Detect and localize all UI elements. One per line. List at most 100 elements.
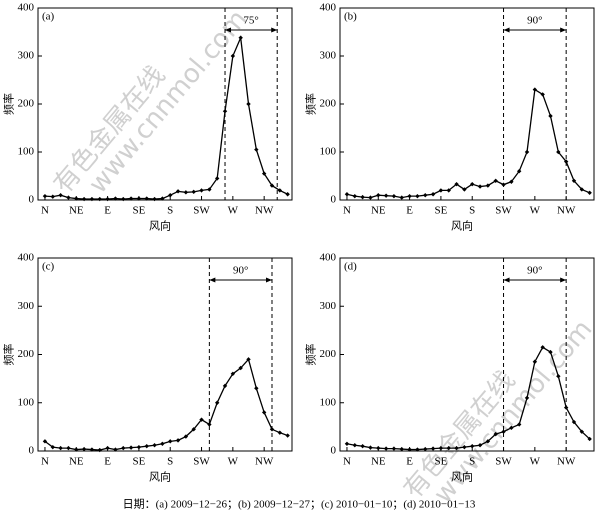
data-point [352, 193, 357, 199]
data-point [254, 147, 259, 152]
data-point [516, 422, 522, 427]
data-point [579, 187, 585, 192]
data-line [44, 358, 288, 451]
data-point [344, 441, 350, 446]
data-point [66, 195, 71, 200]
data-point [509, 179, 514, 184]
x-tick-label: SE [434, 205, 447, 217]
x-tick-label: SE [132, 205, 145, 217]
y-tick-label: 0 [29, 445, 35, 457]
data-point [462, 187, 467, 192]
data-point [97, 196, 102, 202]
data-point [524, 149, 530, 155]
data-point [199, 188, 204, 193]
sector-label: 90° [527, 15, 542, 27]
y-tick-label: 0 [29, 194, 35, 206]
data-point [571, 178, 577, 183]
y-tick-label: 100 [18, 146, 35, 158]
data-point [587, 190, 592, 195]
data-point [277, 188, 283, 193]
data-point [144, 196, 149, 201]
x-tick-label: NE [69, 456, 84, 468]
data-point [391, 446, 397, 451]
data-point [438, 188, 444, 193]
data-point [285, 433, 290, 438]
data-point [548, 113, 553, 119]
data-point [128, 196, 134, 201]
data-point [532, 87, 538, 92]
data-point [485, 183, 491, 188]
data-point [42, 439, 48, 444]
data-point [454, 445, 459, 451]
panel-label: (d) [344, 261, 357, 273]
y-tick-label: 400 [18, 252, 35, 264]
x-tick-label: W [530, 205, 541, 217]
data-point [183, 434, 189, 439]
data-point [524, 395, 530, 401]
data-point [81, 196, 87, 202]
data-point [230, 53, 236, 59]
data-point [376, 445, 381, 451]
data-point [587, 436, 592, 442]
y-tick-label: 200 [320, 348, 337, 360]
data-point [556, 374, 561, 379]
data-point [42, 193, 48, 199]
data-point [477, 443, 483, 448]
x-tick-label: NW [255, 205, 274, 217]
data-line [346, 88, 590, 199]
y-axis-label: 频率 [304, 344, 318, 366]
x-tick-label: E [104, 456, 111, 468]
panel-label: (a) [42, 11, 55, 23]
x-tick-label: E [406, 205, 413, 217]
data-point [269, 427, 275, 432]
data-point [113, 447, 118, 452]
data-point [376, 193, 381, 198]
y-tick-label: 200 [18, 348, 35, 360]
data-point [144, 443, 149, 449]
data-point [415, 193, 420, 199]
x-axis-label: 风向 [451, 470, 473, 484]
x-tick-label: SE [132, 456, 145, 468]
x-tick-label: W [530, 456, 541, 468]
data-point [415, 447, 420, 452]
data-point [97, 447, 102, 453]
data-point [485, 439, 491, 444]
y-tick-label: 200 [18, 98, 35, 110]
data-point [352, 443, 357, 448]
x-tick-label: N [343, 456, 351, 468]
x-axis-label: 风向 [149, 470, 171, 484]
data-point [246, 101, 251, 107]
data-point [360, 443, 365, 449]
y-tick-label: 300 [18, 50, 35, 62]
x-tick-label: NE [371, 456, 386, 468]
x-axis-label: 风向 [149, 219, 171, 233]
data-point [571, 419, 577, 425]
y-tick-label: 300 [320, 300, 337, 312]
data-point [407, 193, 412, 199]
x-tick-label: W [228, 456, 239, 468]
plot-frame [37, 257, 293, 452]
data-point [238, 365, 243, 371]
data-point [563, 405, 569, 410]
data-point [168, 193, 173, 198]
data-point [540, 345, 545, 350]
x-tick-label: N [41, 456, 49, 468]
sector-label: 90° [527, 265, 542, 277]
data-point [74, 447, 79, 452]
data-point [105, 196, 110, 202]
data-point [168, 439, 173, 444]
y-tick-label: 100 [320, 146, 337, 158]
data-point [470, 181, 475, 187]
data-point [399, 446, 404, 452]
y-axis-label: 频率 [2, 344, 16, 366]
data-point [501, 182, 506, 187]
data-point [516, 169, 522, 174]
data-point [222, 109, 228, 114]
data-point [121, 196, 126, 202]
data-point [462, 444, 467, 450]
data-point [269, 183, 275, 188]
x-tick-label: S [469, 205, 475, 217]
data-point [563, 159, 569, 164]
data-point [207, 422, 212, 427]
y-tick-label: 100 [320, 396, 337, 408]
